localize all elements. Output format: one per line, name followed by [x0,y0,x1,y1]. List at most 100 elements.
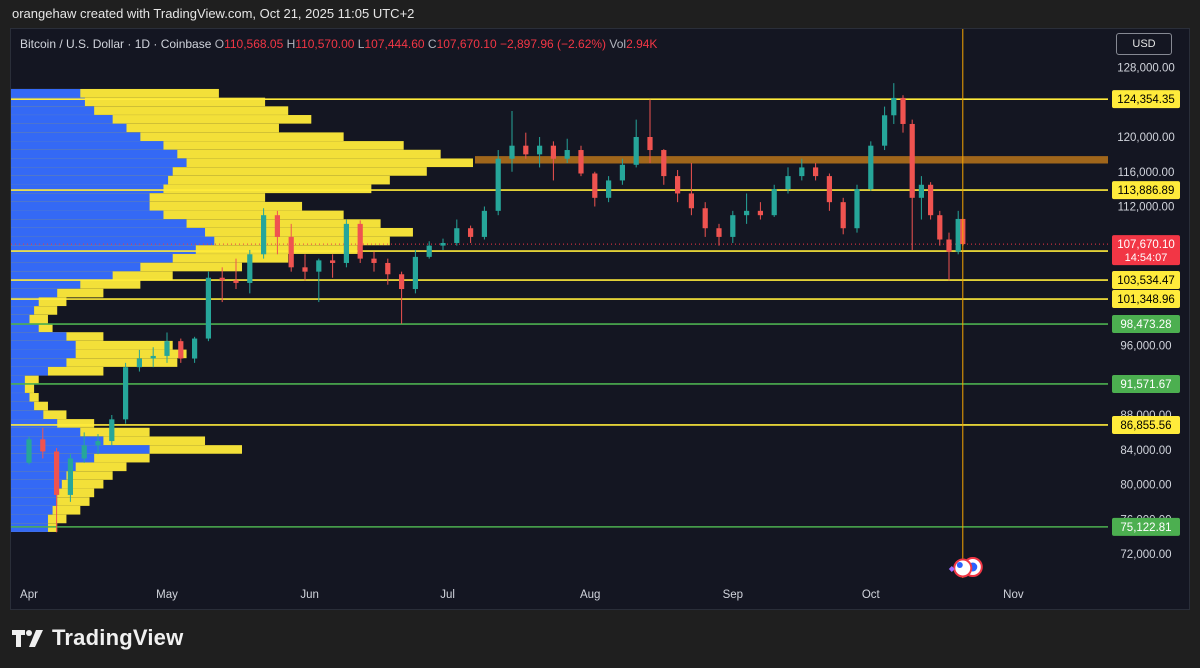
candle-body [688,193,694,209]
volume-profile-bar-buy [11,306,35,315]
volume-profile-bar-buy [11,106,95,115]
price-level-label: 98,473.28 [1120,319,1171,331]
x-tick-label: Apr [20,589,38,601]
candle-body [371,258,377,263]
candle-body [785,176,791,190]
price-chart[interactable]: 128,000.00124,000.00120,000.00116,000.00… [0,0,1200,610]
candle-body [578,150,584,174]
candle-body [274,215,280,237]
volume-profile-bar-buy [11,193,150,202]
candle-body [550,145,556,159]
candle-body [123,367,129,420]
volume-profile-bar [11,358,178,367]
symbol-header[interactable]: Bitcoin / U.S. Dollar · 1D · Coinbase O 1… [20,37,657,51]
volume-profile-bar [11,149,441,159]
candle-body [730,215,736,237]
volume-profile-bar-buy [11,497,58,506]
volume-profile-bar-buy [11,201,150,211]
volume-profile-bar [11,219,381,228]
volume-profile-bar-buy [11,262,141,272]
candlestick-series [26,83,966,533]
volume-value: 2.94K [626,37,658,51]
brand-name: TradingView [52,625,184,650]
candle-body [854,189,860,229]
event-icon-canton [956,562,963,568]
candle-body [178,341,184,359]
high-value: 110,570.00 [295,37,355,51]
candle-body [454,228,460,243]
resistance-zone [475,156,1108,164]
candle-body [95,441,101,446]
price-level-label: 101,348.96 [1117,294,1175,306]
price-level-lines [11,98,1108,528]
price-level-label: 86,855.56 [1120,420,1171,432]
volume-profile-bar [11,210,344,220]
candle-body [868,145,874,190]
price-level-label-bg [1112,374,1180,393]
top-bar: orangehaw created with TradingView.com, … [0,0,1200,28]
open-label: O [214,37,225,51]
candle-body [261,215,267,255]
y-tick-label: 96,000.00 [1120,341,1171,353]
candle-body [757,210,763,216]
candle-body [192,338,198,359]
volume-profile-bar-buy [11,401,35,411]
volume-profile-bar-buy [11,427,81,437]
volume-profile-bar-buy [11,141,164,150]
tradingview-logo[interactable]: TradingView [12,625,183,651]
candle-body [633,137,639,165]
y-tick-label: 84,000.00 [1120,445,1171,457]
current-price-label-bg [1112,235,1180,266]
volume-profile-bar-buy [11,245,196,254]
volume-profile-bar-buy [11,358,67,367]
candle-body [164,341,170,356]
candle-body [440,242,446,246]
candle-body [67,458,73,495]
volume-profile-bar-buy [11,236,215,246]
price-level-label-bg [1112,517,1180,536]
x-tick-label: Sep [723,589,743,601]
volume-profile-bar [11,167,427,176]
low-label: L [357,37,365,51]
y-tick-label: 72,000.00 [1120,549,1171,561]
candle-body [523,145,529,155]
candle-body [495,158,501,211]
candle-body [909,123,915,198]
candle-body [592,173,598,198]
volume-profile-bar-buy [11,123,127,133]
candle-body [509,145,515,159]
volume-profile-bar [11,115,312,124]
volume-profile-bar [11,158,473,168]
price-level-label-bg [1112,315,1180,334]
volume-profile-bar-buy [11,297,39,307]
candle-body [233,280,239,283]
candle-body [882,115,888,146]
candle-body [955,218,961,252]
currency-button[interactable]: USD [1116,33,1172,55]
candle-body [771,189,777,216]
candle-body [316,260,322,272]
volume-profile-bar-buy [11,115,113,124]
candle-body [619,164,625,181]
candle-body [412,256,418,290]
symbol-title[interactable]: Bitcoin / U.S. Dollar · 1D · Coinbase [20,37,212,51]
candle-body [205,277,211,339]
volume-profile-bar-buy [11,471,67,480]
volume-profile-bar-buy [11,375,25,385]
volume-profile-bar-buy [11,479,62,489]
candle-body [702,208,708,229]
volume-profile-bar-buy [11,271,113,280]
volume-profile-bar-buy [11,462,76,472]
candle-body [288,236,294,268]
volume-profile-bar [11,88,219,98]
volume-profile-bar-buy [11,340,76,350]
volume-profile-bar [11,340,173,350]
volume-profile-bar-buy [11,175,169,185]
candle-body [343,223,349,263]
volume-profile-bar-buy [11,505,53,515]
candle-body [537,145,543,155]
volume-profile-bar [11,227,413,237]
volume-profile-bar-buy [11,332,67,341]
volume-profile-layer [11,88,473,532]
